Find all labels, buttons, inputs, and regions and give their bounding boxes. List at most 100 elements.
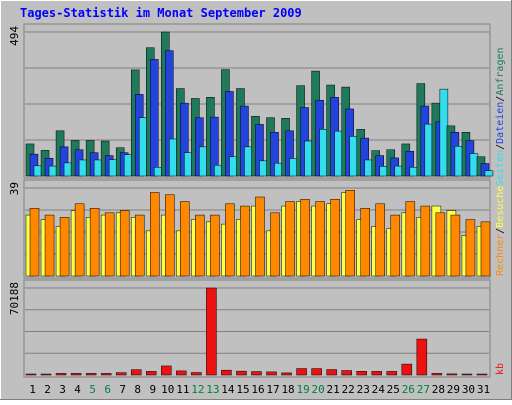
bar-kb-kb-day-21 — [326, 369, 337, 376]
bar-visits-rechner-day-5 — [89, 208, 100, 277]
legend-middle: Rechner/Besuche — [495, 186, 506, 276]
panels-layer: 494 39 70188 — [8, 23, 491, 378]
x-tick-label-24: 24 — [372, 383, 386, 396]
legend-anfragen: Anfragen — [495, 47, 506, 95]
bar-visits-rechner-day-25 — [390, 214, 401, 277]
bar-visits-rechner-day-11 — [180, 201, 190, 277]
bar-requests-seiten-day-31 — [484, 170, 494, 177]
x-tick-label-28: 28 — [432, 383, 445, 396]
bars-layer — [25, 31, 494, 376]
bar-visits-rechner-day-24 — [375, 203, 385, 277]
legend-rechner: Rechner — [495, 234, 506, 276]
x-tick-label-23: 23 — [357, 383, 370, 396]
bar-kb-kb-day-23 — [356, 371, 367, 376]
bar-kb-kb-day-19 — [296, 368, 307, 376]
bar-visits-rechner-day-9 — [150, 192, 160, 277]
x-tick-label-13: 13 — [206, 383, 219, 396]
x-tick-label-6: 6 — [104, 383, 111, 396]
bar-visits-rechner-day-2 — [44, 214, 55, 277]
x-tick-label-25: 25 — [387, 383, 400, 396]
max-label-requests: 494 — [8, 26, 21, 46]
bar-visits-rechner-day-16 — [255, 196, 265, 277]
legend-upper-separator: / — [495, 96, 506, 102]
bar-kb-kb-day-16 — [251, 371, 262, 376]
bar-visits-rechner-day-30 — [465, 219, 476, 277]
bar-kb-kb-day-14 — [221, 369, 232, 376]
bar-kb-kb-day-30 — [461, 373, 473, 376]
bar-visits-rechner-day-17 — [270, 212, 280, 277]
bar-kb-kb-day-27 — [416, 338, 428, 376]
bar-kb-kb-day-18 — [281, 372, 292, 376]
bar-visits-rechner-day-4 — [74, 203, 85, 277]
bar-visits-rechner-day-29 — [450, 214, 461, 277]
bar-kb-kb-day-2 — [40, 373, 52, 376]
legend-lower: kb — [495, 363, 506, 375]
bar-visits-rechner-day-23 — [360, 208, 370, 277]
bar-visits-rechner-day-15 — [240, 205, 250, 277]
legend-middle-separator: / — [495, 228, 506, 234]
bar-kb-kb-day-11 — [176, 370, 187, 376]
bar-kb-kb-day-5 — [85, 373, 97, 376]
bar-kb-kb-day-12 — [191, 372, 202, 376]
x-tick-label-3: 3 — [59, 383, 66, 396]
x-tick-label-16: 16 — [251, 383, 264, 396]
x-tick-label-26: 26 — [402, 383, 415, 396]
x-tick-label-21: 21 — [327, 383, 340, 396]
chart-title: Tages-Statistik im Monat September 2009 — [20, 6, 302, 20]
bar-visits-rechner-day-12 — [195, 214, 205, 277]
bar-visits-rechner-day-6 — [104, 212, 115, 277]
bar-kb-kb-day-3 — [55, 373, 67, 376]
bar-visits-rechner-day-14 — [225, 203, 235, 277]
bar-visits-rechner-day-1 — [29, 208, 40, 277]
bar-kb-kb-day-20 — [311, 368, 322, 376]
x-tick-label-1: 1 — [29, 383, 36, 396]
x-tick-label-27: 27 — [417, 383, 430, 396]
bar-kb-kb-day-31 — [476, 373, 488, 376]
x-tick-label-8: 8 — [134, 383, 141, 396]
bar-kb-kb-day-26 — [401, 363, 413, 376]
bar-kb-kb-day-7 — [115, 372, 127, 376]
x-tick-label-12: 12 — [191, 383, 204, 396]
bar-kb-kb-day-22 — [341, 370, 352, 376]
bar-visits-rechner-day-19 — [300, 199, 310, 277]
bar-kb-kb-day-25 — [386, 371, 398, 376]
x-tick-label-10: 10 — [161, 383, 174, 396]
x-tick-label-7: 7 — [119, 383, 126, 396]
bar-kb-kb-day-13 — [206, 287, 217, 376]
bar-kb-kb-day-9 — [146, 371, 157, 376]
bar-kb-kb-day-28 — [431, 373, 443, 376]
bar-visits-rechner-day-21 — [330, 199, 340, 277]
x-tick-label-19: 19 — [296, 383, 309, 396]
legend-kb: kb — [495, 363, 506, 375]
bar-kb-kb-day-10 — [161, 365, 172, 376]
x-tick-label-15: 15 — [236, 383, 249, 396]
bar-visits-rechner-day-7 — [119, 210, 130, 277]
x-tick-label-4: 4 — [74, 383, 81, 396]
x-tick-label-31: 31 — [477, 383, 490, 396]
bar-kb-kb-day-24 — [371, 371, 382, 376]
bar-visits-rechner-day-18 — [285, 201, 295, 277]
bar-visits-rechner-day-3 — [59, 217, 70, 277]
bar-visits-rechner-day-20 — [315, 201, 325, 277]
legend-upper: Seiten/Dateien/Anfragen — [495, 47, 506, 186]
bar-visits-rechner-day-10 — [165, 194, 175, 277]
bar-kb-kb-day-4 — [70, 373, 82, 376]
x-tick-label-9: 9 — [149, 383, 156, 396]
bar-requests-dateien-day-9 — [150, 59, 159, 177]
x-tick-label-5: 5 — [89, 383, 96, 396]
legend-besuche: Besuche — [495, 186, 506, 228]
bar-visits-rechner-day-22 — [345, 190, 355, 277]
legend-dateien: Dateien — [495, 102, 506, 144]
bar-visits-rechner-day-28 — [435, 212, 446, 277]
bar-visits-rechner-day-26 — [405, 201, 416, 277]
panel-border-kb — [23, 279, 491, 378]
max-label-visits: 39 — [8, 182, 21, 195]
bar-kb-kb-day-8 — [130, 369, 142, 376]
bar-visits-rechner-day-8 — [134, 214, 145, 277]
x-tick-label-2: 2 — [44, 383, 51, 396]
bar-visits-rechner-day-13 — [210, 214, 220, 277]
x-tick-label-22: 22 — [342, 383, 355, 396]
bar-kb-kb-day-17 — [266, 371, 277, 376]
bar-kb-kb-day-15 — [236, 370, 247, 376]
